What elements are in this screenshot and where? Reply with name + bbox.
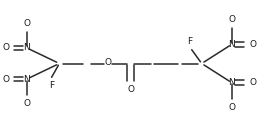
Text: O: O [23,99,30,108]
Text: O: O [2,75,9,84]
Text: O: O [228,103,235,112]
Text: O: O [105,58,111,67]
Text: O: O [250,78,257,87]
Text: O: O [2,43,9,52]
Text: F: F [49,81,54,90]
Text: O: O [23,19,30,28]
Text: N: N [24,75,30,84]
Text: N: N [228,40,235,49]
Text: O: O [127,85,134,94]
Text: N: N [228,78,235,87]
Text: O: O [250,40,257,49]
Text: F: F [187,37,192,46]
Text: O: O [228,15,235,24]
Text: N: N [24,43,30,52]
